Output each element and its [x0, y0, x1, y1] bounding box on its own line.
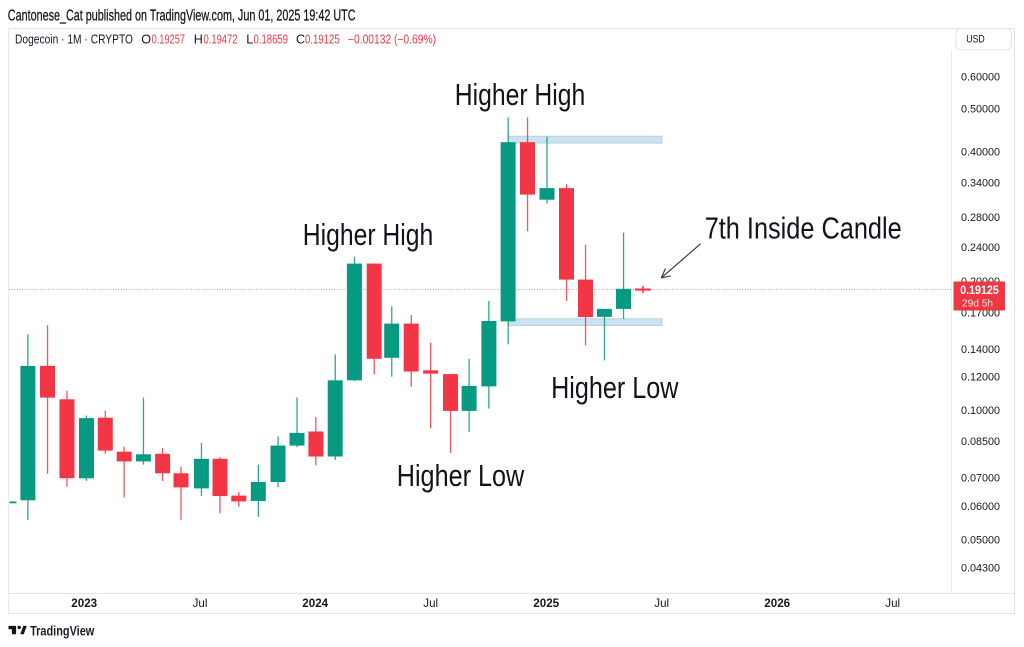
svg-text:Dogecoin · 1M · CRYPTO: Dogecoin · 1M · CRYPTO — [15, 33, 133, 47]
svg-text:0.04300: 0.04300 — [961, 563, 1000, 575]
svg-text:Higher High: Higher High — [303, 217, 434, 252]
svg-text:L: L — [246, 33, 253, 47]
svg-text:Jul: Jul — [654, 597, 669, 610]
svg-text:Jul: Jul — [193, 597, 208, 610]
svg-text:H: H — [194, 33, 203, 47]
svg-text:0.14000: 0.14000 — [961, 344, 1000, 356]
svg-text:0.06000: 0.06000 — [961, 501, 1000, 513]
svg-text:7th Inside Candle: 7th Inside Candle — [705, 210, 902, 245]
svg-text:Cantonese_Cat published on Tra: Cantonese_Cat published on TradingView.c… — [8, 7, 356, 24]
svg-text:Higher Low: Higher Low — [397, 458, 525, 493]
svg-text:Jul: Jul — [885, 597, 900, 610]
svg-text:2024: 2024 — [302, 597, 328, 610]
svg-text:Jul: Jul — [423, 597, 438, 610]
svg-text:0.34000: 0.34000 — [961, 178, 1000, 190]
svg-text:C: C — [296, 33, 305, 47]
svg-text:0.07000: 0.07000 — [961, 473, 1000, 485]
svg-text:0.40000: 0.40000 — [961, 146, 1000, 158]
svg-text:USD: USD — [966, 33, 985, 45]
svg-text:0.24000: 0.24000 — [961, 242, 1000, 254]
svg-text:0.18659: 0.18659 — [254, 33, 289, 47]
svg-text:0.10000: 0.10000 — [961, 405, 1000, 417]
svg-text:0.08500: 0.08500 — [961, 436, 1000, 448]
svg-text:Higher High: Higher High — [455, 77, 586, 112]
svg-text:Higher Low: Higher Low — [551, 370, 679, 405]
svg-text:O: O — [141, 33, 151, 47]
svg-text:0.19125: 0.19125 — [960, 283, 999, 297]
svg-text:2026: 2026 — [764, 597, 790, 610]
svg-text:2023: 2023 — [71, 597, 97, 610]
svg-text:0.12000: 0.12000 — [961, 372, 1000, 384]
svg-text:0.19472: 0.19472 — [204, 33, 238, 47]
svg-text:0.19257: 0.19257 — [152, 33, 185, 47]
svg-text:−0.00132 (−0.69%): −0.00132 (−0.69%) — [348, 33, 436, 47]
svg-text:TradingView: TradingView — [30, 623, 95, 639]
svg-text:0.60000: 0.60000 — [961, 72, 1000, 84]
svg-text:0.28000: 0.28000 — [961, 212, 1000, 224]
svg-text:2025: 2025 — [533, 597, 559, 610]
svg-text:0.05000: 0.05000 — [961, 534, 1000, 546]
svg-text:0.50000: 0.50000 — [961, 103, 1000, 115]
svg-text:29d 5h: 29d 5h — [962, 298, 993, 309]
svg-text:0.19125: 0.19125 — [305, 33, 340, 47]
